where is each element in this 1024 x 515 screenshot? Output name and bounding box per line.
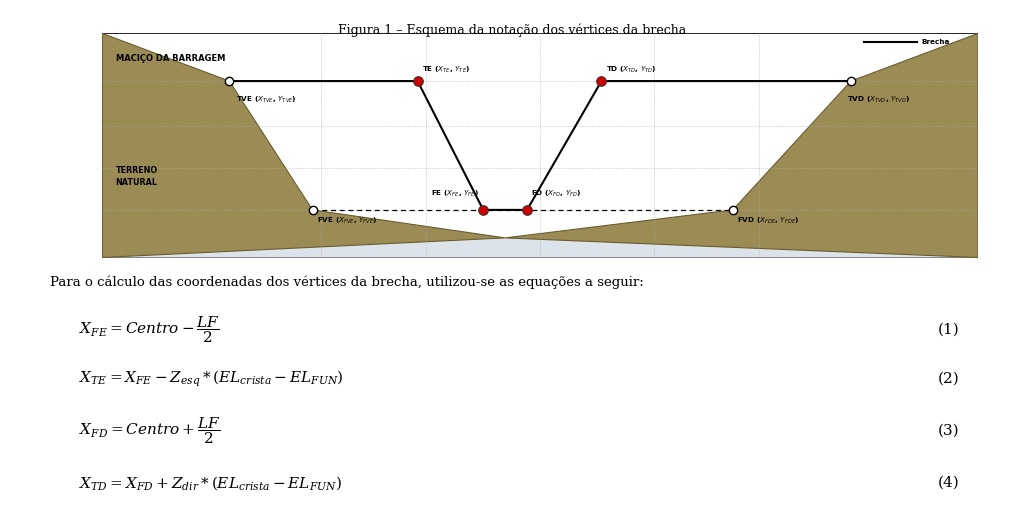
Text: $X_{FD} = Centro + \dfrac{LF}{2}$: $X_{FD} = Centro + \dfrac{LF}{2}$ — [79, 416, 220, 447]
Text: FVD ($X_{FDE}$, $Y_{FDE}$): FVD ($X_{FDE}$, $Y_{FDE}$) — [737, 215, 800, 226]
Text: FE ($X_{FE}$, $Y_{FE}$): FE ($X_{FE}$, $Y_{FE}$) — [431, 188, 479, 199]
Text: Brecha: Brecha — [921, 39, 949, 45]
Text: FD ($X_{FD}$, $Y_{FD}$): FD ($X_{FD}$, $Y_{FD}$) — [531, 188, 582, 199]
Text: $X_{FE} = Centro - \dfrac{LF}{2}$: $X_{FE} = Centro - \dfrac{LF}{2}$ — [79, 314, 219, 345]
Text: TVE ($X_{TVE}$, $Y_{TVE}$): TVE ($X_{TVE}$, $Y_{TVE}$) — [237, 95, 297, 105]
Polygon shape — [102, 33, 978, 258]
Text: (4): (4) — [938, 476, 959, 490]
Polygon shape — [102, 33, 505, 258]
Text: Para o cálculo das coordenadas dos vértices da brecha, utilizou-se as equações a: Para o cálculo das coordenadas dos vérti… — [50, 275, 644, 289]
Text: (3): (3) — [938, 424, 959, 438]
Text: TE ($X_{TE}$, $Y_{TE}$): TE ($X_{TE}$, $Y_{TE}$) — [422, 65, 470, 76]
Text: MACIÇO DA BARRAGEM: MACIÇO DA BARRAGEM — [116, 54, 225, 63]
Text: $X_{TE} = X_{FE} - Z_{esq} * (EL_{crista} - EL_{FUN})$: $X_{TE} = X_{FE} - Z_{esq} * (EL_{crista… — [79, 369, 343, 389]
Text: TVD ($X_{TVD}$, $Y_{TVD}$): TVD ($X_{TVD}$, $Y_{TVD}$) — [847, 95, 909, 105]
Text: (2): (2) — [938, 372, 959, 386]
Text: Figura 1 – Esquema da notação dos vértices da brecha: Figura 1 – Esquema da notação dos vértic… — [338, 23, 686, 37]
Text: TERRENO
NATURAL: TERRENO NATURAL — [116, 165, 158, 187]
Text: (1): (1) — [938, 322, 959, 337]
Polygon shape — [505, 33, 978, 258]
Text: FVE ($X_{FVE}$, $Y_{FVE}$): FVE ($X_{FVE}$, $Y_{FVE}$) — [316, 215, 377, 226]
Text: $X_{TD} = X_{FD} + Z_{dir} * (EL_{crista} - EL_{FUN})$: $X_{TD} = X_{FD} + Z_{dir} * (EL_{crista… — [79, 474, 342, 492]
FancyBboxPatch shape — [102, 33, 978, 258]
Text: TD ($X_{TD}$, $Y_{TD}$): TD ($X_{TD}$, $Y_{TD}$) — [606, 65, 656, 76]
